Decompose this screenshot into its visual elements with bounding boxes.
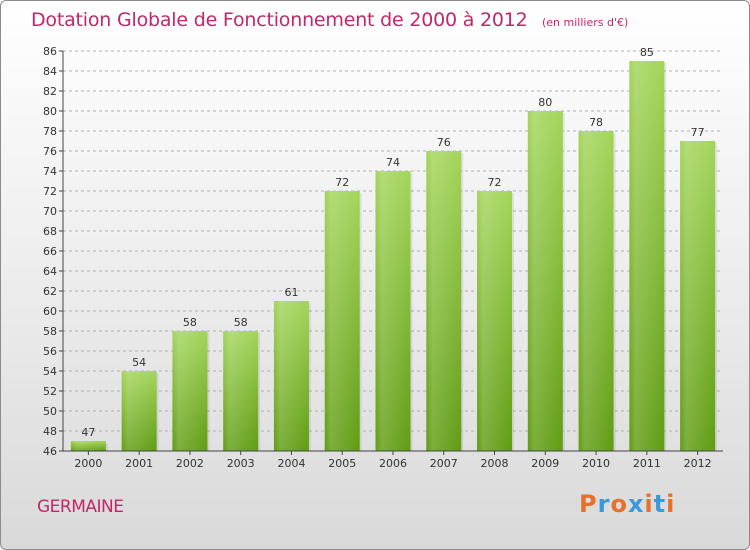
y-tick-label: 54 bbox=[43, 365, 57, 378]
x-tick-label: 2005 bbox=[328, 457, 356, 470]
y-tick-label: 48 bbox=[43, 425, 57, 438]
logo-letter: r bbox=[597, 490, 611, 518]
x-tick-label: 2007 bbox=[430, 457, 458, 470]
data-label: 61 bbox=[284, 286, 298, 299]
x-tick-label: 2011 bbox=[633, 457, 661, 470]
x-tick-label: 2006 bbox=[379, 457, 407, 470]
bar-highlight bbox=[426, 151, 462, 451]
y-tick-label: 68 bbox=[43, 225, 57, 238]
data-label: 54 bbox=[132, 356, 146, 369]
y-tick-label: 58 bbox=[43, 325, 57, 338]
y-tick-label: 56 bbox=[43, 345, 57, 358]
logo-letter: P bbox=[579, 490, 598, 518]
y-tick-label: 70 bbox=[43, 205, 57, 218]
commune-name: GERMAINE bbox=[37, 497, 124, 517]
bar-highlight bbox=[273, 301, 309, 451]
y-tick-label: 80 bbox=[43, 105, 57, 118]
data-label: 80 bbox=[538, 96, 552, 109]
y-tick-label: 72 bbox=[43, 185, 57, 198]
x-tick-label: 2004 bbox=[277, 457, 305, 470]
y-tick-label: 82 bbox=[43, 85, 57, 98]
x-tick-label: 2001 bbox=[125, 457, 153, 470]
y-tick-label: 60 bbox=[43, 305, 57, 318]
bar-highlight bbox=[172, 331, 208, 451]
data-label: 78 bbox=[589, 116, 603, 129]
x-tick-label: 2012 bbox=[684, 457, 712, 470]
bar-highlight bbox=[578, 131, 614, 451]
y-tick-label: 78 bbox=[43, 125, 57, 138]
bar-highlight bbox=[680, 141, 716, 451]
logo-letter: x bbox=[627, 490, 645, 518]
x-tick-label: 2003 bbox=[227, 457, 255, 470]
logo-letter: i bbox=[644, 490, 654, 518]
logo-letter: i bbox=[666, 490, 676, 518]
data-label: 77 bbox=[691, 126, 705, 139]
x-tick-label: 2010 bbox=[582, 457, 610, 470]
bar-highlight bbox=[477, 191, 513, 451]
y-tick-label: 64 bbox=[43, 265, 57, 278]
data-label: 72 bbox=[488, 176, 502, 189]
y-tick-label: 46 bbox=[43, 445, 57, 458]
data-label: 76 bbox=[437, 136, 451, 149]
chart-title: Dotation Globale de Fonctionnement de 20… bbox=[31, 9, 528, 31]
logo-letter: o bbox=[610, 490, 628, 518]
chart-subtitle: (en milliers d'€) bbox=[542, 16, 629, 29]
bar-highlight bbox=[375, 171, 411, 451]
bar-highlight bbox=[629, 61, 665, 451]
bar-highlight bbox=[121, 371, 157, 451]
data-label: 72 bbox=[335, 176, 349, 189]
y-tick-label: 66 bbox=[43, 245, 57, 258]
y-tick-label: 52 bbox=[43, 385, 57, 398]
y-tick-label: 50 bbox=[43, 405, 57, 418]
bar-highlight bbox=[223, 331, 259, 451]
proxiti-logo[interactable]: Proxiti bbox=[579, 490, 675, 518]
bar-highlight bbox=[324, 191, 360, 451]
x-tick-label: 2008 bbox=[481, 457, 509, 470]
y-tick-label: 74 bbox=[43, 165, 57, 178]
y-tick-label: 84 bbox=[43, 65, 57, 78]
x-tick-label: 2002 bbox=[176, 457, 204, 470]
y-tick-label: 86 bbox=[43, 45, 57, 58]
bar-highlight bbox=[527, 111, 563, 451]
data-label: 85 bbox=[640, 46, 654, 59]
data-label: 74 bbox=[386, 156, 400, 169]
bar-highlight bbox=[70, 441, 106, 451]
x-tick-label: 2009 bbox=[531, 457, 559, 470]
data-label: 58 bbox=[183, 316, 197, 329]
axes: 46 48 50 52 54 56 58 60 62 64 66 68 70 72 74 76 78 80 82 84… bbox=[43, 45, 723, 470]
y-tick-label: 62 bbox=[43, 285, 57, 298]
x-tick-label: 2000 bbox=[74, 457, 102, 470]
y-tick-label: 76 bbox=[43, 145, 57, 158]
data-label: 58 bbox=[234, 316, 248, 329]
bars: 47 54 58 58 61 72 74 76 72 80 78 85 77 bbox=[70, 46, 718, 451]
logo-letter: t bbox=[653, 490, 667, 518]
data-label: 47 bbox=[81, 426, 95, 439]
